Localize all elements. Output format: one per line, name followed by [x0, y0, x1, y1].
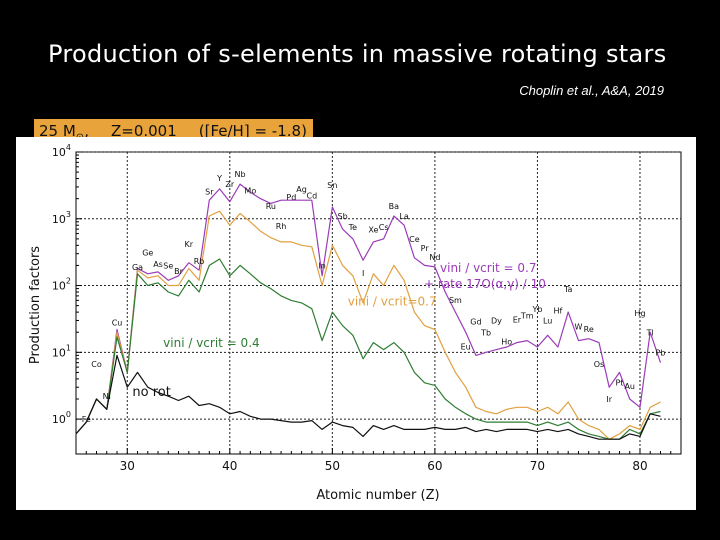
element-label: Gd [470, 318, 481, 327]
element-label: Ir [606, 395, 612, 404]
chart-background [16, 137, 696, 510]
element-label: La [399, 212, 408, 221]
element-label: Pd [286, 193, 296, 202]
slide-title: Production of s-elements in massive rota… [48, 40, 667, 68]
element-label: Re [584, 325, 594, 334]
element-label: Os [594, 360, 604, 369]
element-label: Sb [338, 212, 348, 221]
element-label: Sr [205, 188, 214, 197]
series-label-no-rot: no rot [132, 385, 170, 400]
element-label: Pt [615, 378, 623, 387]
series-lines [75, 183, 662, 440]
element-label: Yb [531, 305, 542, 314]
element-label: Cd [307, 192, 318, 201]
element-label: Co [91, 360, 102, 369]
element-label: Ge [142, 249, 153, 258]
series-line-no-rot [75, 354, 661, 440]
element-label: Hg [634, 309, 645, 318]
element-label: Ag [296, 185, 307, 194]
x-axis-label: Atomic number (Z) [316, 488, 439, 503]
series-line-purple [75, 183, 662, 435]
x-tick-label: 80 [632, 459, 647, 473]
element-label: Sm [449, 296, 462, 305]
series-label-orange: vini / vcrit=0.7 [348, 295, 437, 309]
badge-mass: 25 M [39, 122, 76, 140]
y-tick-label: 102 [52, 277, 71, 293]
element-label: Mo [244, 186, 256, 195]
badge-metallicity: Z=0.001 [110, 122, 177, 140]
element-label: Br [174, 267, 183, 276]
axes: 30 40 50 60 70 80 100 101 102 103 104 [52, 143, 682, 473]
element-label: Er [513, 315, 522, 324]
series-line-green [75, 258, 661, 440]
element-label: Eu [461, 343, 471, 352]
y-tick-label: 100 [52, 410, 71, 426]
y-axis-label: Production factors [28, 246, 43, 364]
element-label: Te [348, 223, 358, 232]
x-tick-label: 70 [530, 459, 545, 473]
y-tick-label: 104 [52, 143, 71, 159]
plot-frame [75, 151, 682, 455]
element-label: In [318, 261, 325, 270]
element-label: Nd [429, 253, 440, 262]
element-label: Ga [132, 263, 143, 272]
y-tick-label: 103 [52, 210, 71, 226]
element-label: Cu [112, 319, 123, 328]
citation: Choplin et al., A&A, 2019 [519, 83, 664, 98]
element-label: Au [624, 382, 635, 391]
element-label: Sn [327, 181, 337, 190]
series-line-orange [75, 210, 661, 440]
element-label: Lu [543, 317, 552, 326]
x-tick-label: 50 [325, 459, 340, 473]
element-label: I [362, 269, 364, 278]
element-label: Dy [491, 317, 502, 326]
element-label: Tl [646, 328, 654, 337]
element-label: Ce [409, 235, 420, 244]
element-label: Ba [389, 202, 399, 211]
x-tick-label: 30 [120, 459, 135, 473]
series-label-green: vini / vcrit = 0.4 [163, 336, 260, 350]
badge-fe-h: ([Fe/H] = -1.8) [198, 122, 307, 140]
series-labels: vini / vcrit = 0.7 + rate 17O(α,γ) / 10 vi… [132, 261, 546, 400]
element-label: Ta [563, 285, 573, 294]
badge-mass-suffix: , [84, 122, 89, 140]
element-label: Pb [656, 348, 666, 357]
element-label: Rb [194, 257, 205, 266]
element-label: Tb [480, 328, 491, 337]
element-label: Zr [225, 180, 234, 189]
series-label-purple: vini / vcrit = 0.7 + rate 17O(α,γ) / 10 [424, 261, 546, 291]
element-label: Fe [82, 415, 91, 424]
element-label: Y [216, 174, 222, 183]
y-tick-label: 101 [52, 343, 71, 359]
element-label: As [153, 260, 163, 269]
element-label: Hf [554, 307, 563, 316]
element-label: Pr [421, 244, 430, 253]
element-label: Tm [520, 312, 534, 321]
element-label: W [574, 322, 582, 331]
element-label: Ni [103, 392, 111, 401]
x-tick-label: 40 [222, 459, 237, 473]
element-label: Rh [276, 222, 287, 231]
element-label: Kr [185, 240, 194, 249]
element-label: Se [163, 261, 173, 270]
x-tick-label: 60 [427, 459, 442, 473]
element-label: Nb [235, 170, 246, 179]
element-label: Xe [368, 226, 378, 235]
element-label: Ru [266, 202, 276, 211]
element-label: Ho [501, 338, 512, 347]
element-label: Cs [379, 223, 389, 232]
